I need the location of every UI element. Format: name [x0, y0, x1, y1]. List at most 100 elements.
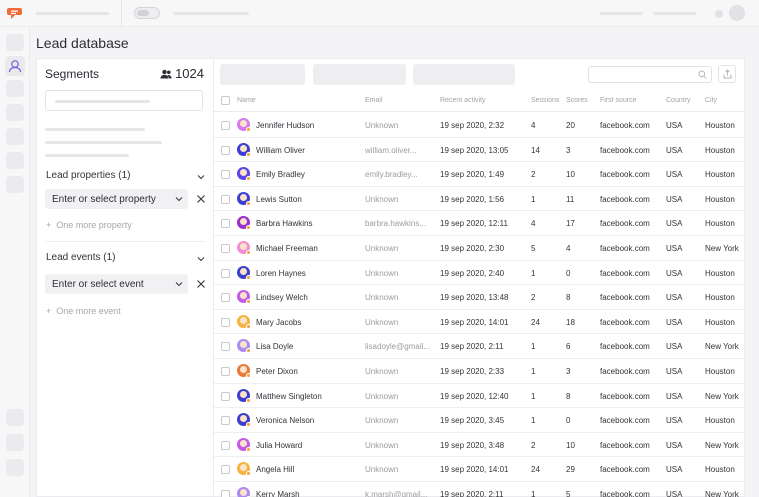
table-row[interactable]: Angela Hill Unknown 19 sep 2020, 14:01 24 29… [214, 457, 744, 482]
mode-toggle[interactable] [134, 7, 160, 19]
chevron-down-icon[interactable] [197, 173, 205, 181]
lead-name[interactable]: Veronica Nelson [256, 416, 315, 426]
row-checkbox[interactable] [221, 367, 230, 376]
lead-scores: 17 [566, 219, 575, 229]
lead-email: Unknown [365, 391, 399, 401]
table-row[interactable]: Matthew Singleton Unknown 19 sep 2020, 12:… [214, 384, 744, 409]
table-row[interactable]: Mary Jacobs Unknown 19 sep 2020, 14:01 24 18… [214, 310, 744, 335]
row-checkbox[interactable] [221, 268, 230, 278]
nav-item[interactable] [6, 176, 24, 193]
table-row[interactable]: Lindsey Welch Unknown 19 sep 2020, 13:48 2 8… [214, 285, 744, 310]
lead-first-source: facebook.com [600, 416, 650, 426]
search-input[interactable] [588, 66, 712, 83]
toolbar-placeholder[interactable] [413, 64, 515, 85]
lead-name[interactable]: Kerry Marsh [256, 490, 300, 497]
avatar [237, 462, 251, 477]
row-checkbox[interactable] [221, 391, 230, 401]
lead-name[interactable]: Lindsey Welch [256, 293, 308, 303]
nav-item[interactable] [6, 34, 24, 51]
segment-search-input[interactable] [45, 90, 203, 111]
select-all-checkbox[interactable] [221, 96, 230, 105]
row-checkbox[interactable] [221, 293, 230, 303]
nav-item[interactable] [6, 152, 24, 169]
row-checkbox[interactable] [221, 170, 230, 180]
row-checkbox[interactable] [221, 440, 230, 450]
lead-name[interactable]: Angela Hill [256, 465, 295, 475]
lead-name[interactable]: Barbra Hawkins [256, 219, 313, 229]
nav-item[interactable] [6, 459, 24, 476]
lead-name[interactable]: William Oliver [256, 145, 305, 155]
notification-icon[interactable] [715, 10, 723, 18]
lead-name[interactable]: Emily Bradley [256, 170, 305, 180]
lead-recent-activity: 19 sep 2020, 3:45 [440, 416, 505, 426]
table-row[interactable]: Kerry Marsh k.marsh@gmail... 19 sep 2020, … [214, 482, 744, 497]
table-row[interactable]: Emily Bradley emily.bradley... 19 sep 2020… [214, 162, 744, 187]
lead-name[interactable]: Jennifer Hudson [256, 121, 315, 130]
event-select[interactable]: Enter or select event [45, 274, 188, 294]
close-icon[interactable] [196, 194, 206, 204]
table-row[interactable]: Michael Freeman Unknown 19 sep 2020, 2:30 5… [214, 236, 744, 261]
add-event-link[interactable]: + One more event [46, 306, 121, 316]
lead-city: Houston [705, 317, 735, 327]
table-row[interactable]: Jennifer Hudson Unknown 19 sep 2020, 2:32 4… [214, 113, 744, 138]
lead-recent-activity: 19 sep 2020, 12:40 [440, 391, 509, 401]
leads-nav-icon[interactable] [5, 56, 25, 76]
row-checkbox[interactable] [221, 219, 230, 229]
close-icon[interactable] [196, 279, 206, 289]
lead-name[interactable]: Loren Haynes [256, 268, 306, 278]
table-row[interactable]: Loren Haynes Unknown 19 sep 2020, 2:40 1 0 fa… [214, 261, 744, 286]
row-checkbox[interactable] [221, 342, 230, 352]
row-checkbox[interactable] [221, 490, 230, 497]
nav-item[interactable] [6, 80, 24, 97]
row-checkbox[interactable] [221, 145, 230, 155]
nav-item[interactable] [6, 104, 24, 121]
lead-scores: 11 [566, 194, 575, 204]
column-header-email[interactable]: Email [365, 97, 383, 104]
property-select[interactable]: Enter or select property [45, 189, 188, 209]
table-row[interactable]: William Oliver william.oliver... 19 sep 20… [214, 138, 744, 163]
chevron-down-icon[interactable] [197, 255, 205, 263]
column-header-scores[interactable]: Scores [566, 97, 588, 104]
lead-sessions: 24 [531, 465, 540, 475]
app-logo-icon[interactable] [7, 5, 23, 21]
lead-city: Houston [705, 219, 735, 229]
user-avatar-icon[interactable] [729, 5, 745, 21]
table-row[interactable]: Lisa Doyle lisadoyle@gmail... 19 sep 2020,… [214, 334, 744, 359]
lead-name[interactable]: Michael Freeman [256, 244, 318, 253]
nav-item[interactable] [6, 409, 24, 426]
lead-events-header[interactable]: Lead events (1) [46, 252, 116, 263]
column-header-recent-activity[interactable]: Recent activity [440, 97, 486, 104]
lead-name[interactable]: Lisa Doyle [256, 342, 294, 352]
lead-name[interactable]: Lewis Sutton [256, 194, 302, 204]
lead-name[interactable]: Peter Dixon [256, 367, 298, 376]
table-row[interactable]: Veronica Nelson Unknown 19 sep 2020, 3:45 1… [214, 408, 744, 433]
table-row[interactable]: Barbra Hawkins barbra.hawkins... 19 sep 20… [214, 211, 744, 236]
column-header-first-source[interactable]: First source [600, 97, 637, 104]
column-header-name[interactable]: Name [237, 97, 256, 104]
toolbar-placeholder[interactable] [220, 64, 305, 85]
lead-email: Unknown [365, 244, 399, 253]
row-checkbox[interactable] [221, 244, 230, 253]
lead-name[interactable]: Matthew Singleton [256, 391, 322, 401]
toolbar-placeholder[interactable] [313, 64, 406, 85]
lead-name[interactable]: Mary Jacobs [256, 317, 302, 327]
nav-item[interactable] [6, 128, 24, 145]
add-property-link[interactable]: + One more property [46, 220, 132, 230]
lead-properties-header[interactable]: Lead properties (1) [46, 170, 131, 181]
lead-name[interactable]: Julia Howard [256, 440, 303, 450]
export-button[interactable] [718, 65, 736, 83]
column-header-sessions[interactable]: Sessions [531, 97, 560, 104]
table-row[interactable]: Lewis Sutton Unknown 19 sep 2020, 1:56 1 11 f… [214, 187, 744, 212]
column-header-country[interactable]: Country [666, 97, 691, 104]
row-checkbox[interactable] [221, 465, 230, 475]
row-checkbox[interactable] [221, 194, 230, 204]
row-checkbox[interactable] [221, 317, 230, 327]
row-checkbox[interactable] [221, 121, 230, 130]
column-header-city[interactable]: City [705, 97, 718, 104]
lead-city: Houston [705, 293, 735, 303]
lead-sessions: 5 [531, 244, 536, 253]
row-checkbox[interactable] [221, 416, 230, 426]
table-row[interactable]: Julia Howard Unknown 19 sep 2020, 3:48 2 10 f… [214, 433, 744, 458]
table-row[interactable]: Peter Dixon Unknown 19 sep 2020, 2:33 1 3 fac… [214, 359, 744, 384]
nav-item[interactable] [6, 434, 24, 451]
